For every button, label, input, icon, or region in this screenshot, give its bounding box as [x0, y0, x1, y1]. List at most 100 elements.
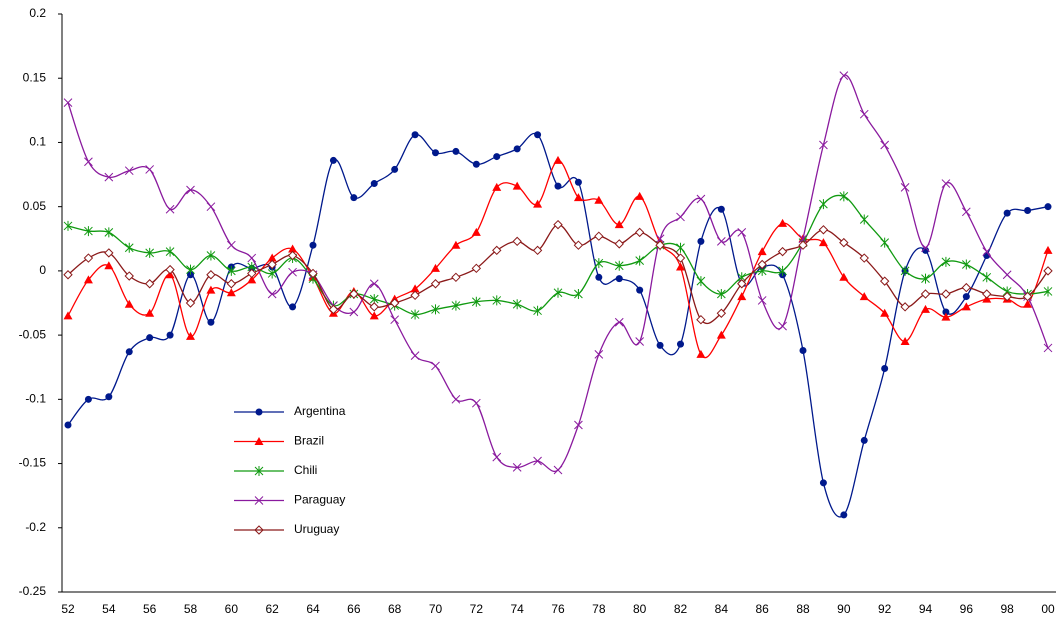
marker: [614, 260, 624, 271]
marker: [513, 145, 521, 153]
marker: [247, 253, 257, 263]
marker: [1043, 245, 1053, 254]
marker: [921, 243, 930, 253]
marker: [267, 268, 277, 279]
marker: [350, 194, 358, 202]
y-tick-label: 0.05: [23, 199, 47, 213]
marker: [614, 239, 624, 249]
x-tick-label: 74: [510, 602, 524, 616]
marker: [512, 181, 522, 190]
marker: [737, 279, 747, 289]
marker: [778, 218, 788, 227]
marker: [655, 234, 665, 244]
x-tick-label: 60: [225, 602, 239, 616]
marker: [819, 140, 828, 150]
marker: [860, 436, 868, 444]
legend-label: Paraguay: [294, 493, 345, 507]
marker: [124, 271, 134, 281]
marker: [288, 244, 298, 253]
marker: [982, 289, 992, 299]
marker: [553, 465, 563, 475]
x-tick-label: 96: [960, 602, 974, 616]
marker: [696, 276, 706, 287]
marker: [533, 456, 542, 466]
marker: [472, 160, 480, 168]
x-tick-label: 90: [837, 602, 851, 616]
marker: [369, 302, 379, 312]
marker: [553, 219, 563, 230]
marker: [369, 311, 379, 320]
marker: [859, 292, 869, 301]
marker: [574, 420, 583, 430]
marker: [144, 279, 155, 289]
marker: [675, 253, 686, 263]
marker: [961, 302, 971, 311]
marker: [104, 227, 114, 238]
x-tick-label: 00: [1041, 602, 1055, 616]
marker: [534, 131, 542, 139]
series-line: [67, 224, 1049, 325]
marker: [716, 236, 726, 246]
marker: [716, 308, 727, 318]
marker: [635, 337, 645, 346]
marker: [451, 394, 461, 404]
marker: [492, 452, 502, 462]
marker: [533, 305, 542, 316]
series-markers: [63, 155, 1053, 445]
x-tick-label: 52: [61, 602, 75, 616]
legend-label: Argentina: [294, 404, 346, 418]
marker: [554, 182, 562, 190]
marker: [471, 227, 481, 236]
series-markers: [63, 191, 1053, 476]
marker: [64, 421, 72, 429]
marker: [389, 298, 400, 308]
marker: [84, 226, 93, 237]
marker: [757, 247, 767, 256]
marker: [309, 241, 317, 249]
marker: [922, 246, 929, 254]
marker: [391, 165, 399, 173]
marker: [247, 275, 257, 284]
marker: [778, 265, 787, 276]
marker: [431, 263, 440, 272]
legend-label: Uruguay: [294, 522, 339, 536]
marker: [696, 314, 706, 325]
marker: [451, 240, 461, 249]
y-tick-label: -0.2: [25, 520, 46, 534]
marker: [900, 302, 910, 312]
marker: [594, 350, 604, 359]
marker: [594, 258, 604, 269]
marker: [553, 287, 563, 298]
marker: [247, 268, 257, 279]
x-tick-label: 62: [265, 602, 279, 616]
marker: [1043, 266, 1053, 276]
x-tick-label: 92: [878, 602, 892, 616]
marker: [63, 98, 73, 107]
marker: [370, 180, 378, 188]
marker: [840, 511, 848, 519]
marker: [594, 231, 604, 241]
marker: [165, 264, 175, 275]
marker: [920, 289, 931, 299]
marker: [452, 147, 460, 155]
x-tick-label: 68: [388, 602, 402, 616]
x-tick-label: 64: [306, 602, 320, 616]
series-markers: [63, 71, 1053, 505]
marker: [369, 279, 379, 289]
marker: [493, 153, 501, 161]
marker: [961, 207, 971, 217]
x-tick-label: 66: [347, 602, 361, 616]
x-tick-label: 84: [715, 602, 729, 616]
marker: [574, 178, 582, 186]
x-tick-label: 54: [102, 602, 116, 616]
marker: [1043, 286, 1053, 297]
marker: [676, 262, 685, 271]
marker: [410, 290, 420, 301]
marker: [83, 275, 93, 284]
marker: [390, 315, 400, 325]
marker: [206, 202, 216, 212]
marker: [287, 250, 298, 261]
marker: [656, 341, 664, 349]
marker: [634, 227, 645, 238]
